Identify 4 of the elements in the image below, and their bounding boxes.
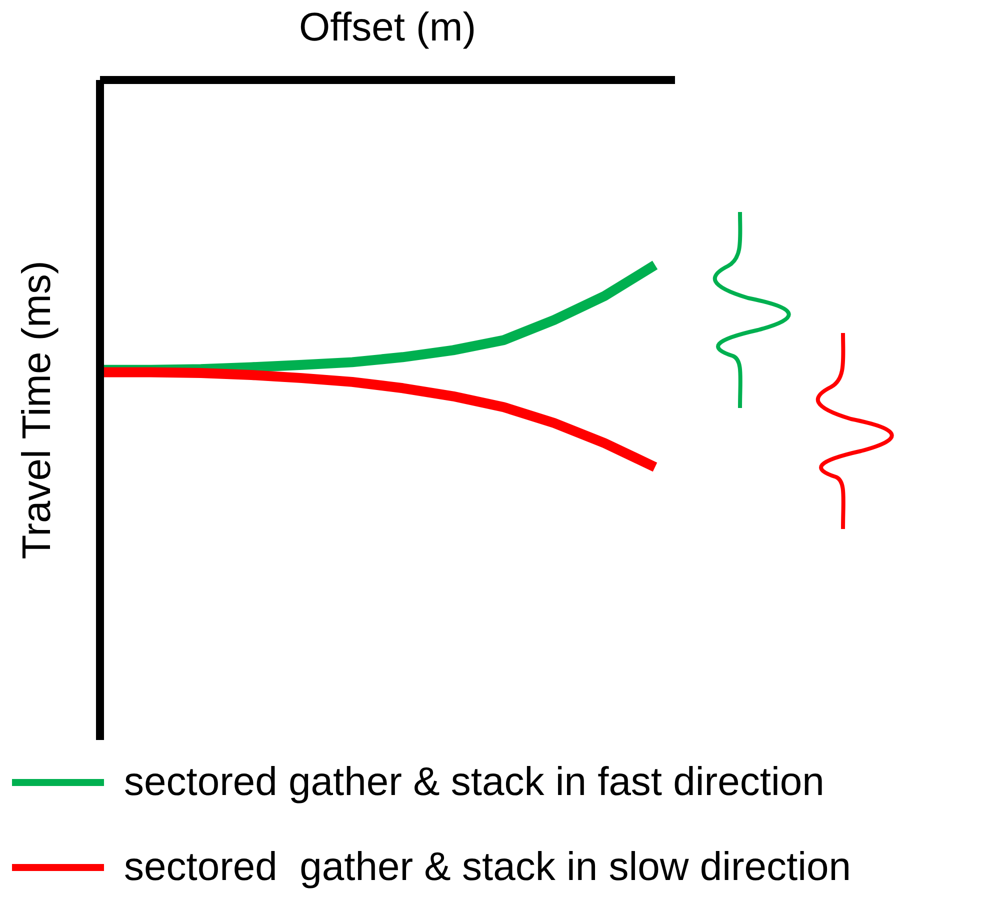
legend-label: sectored gather & stack in fast direction (124, 760, 824, 805)
x-axis-title: Offset (m) (298, 5, 476, 50)
legend-label: sectored gather & stack in slow direction (124, 845, 852, 890)
y-axis-title: Travel Time (ms) (15, 260, 60, 560)
